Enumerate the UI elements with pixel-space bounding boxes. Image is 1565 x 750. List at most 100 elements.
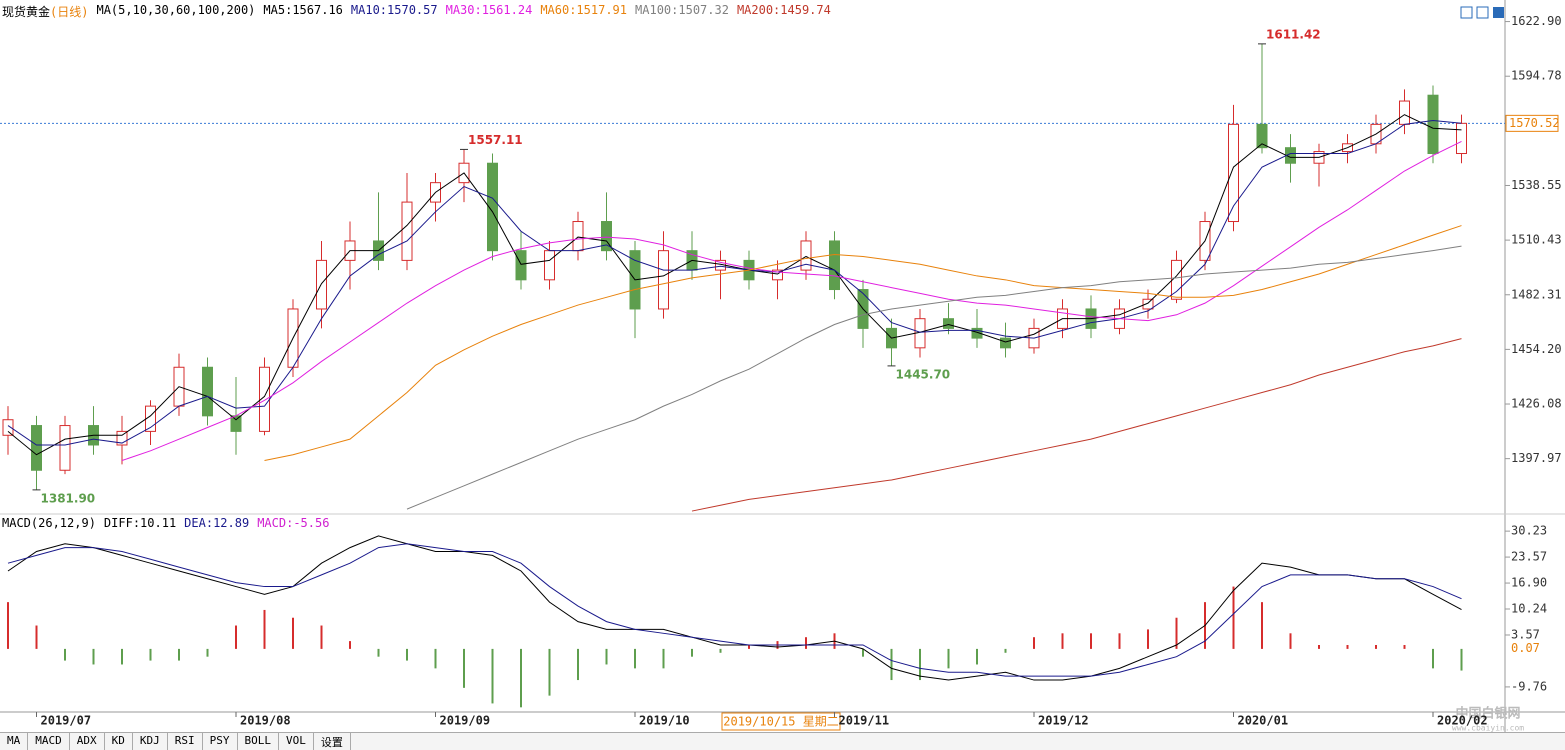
candle-body [1256, 123, 1268, 149]
candle-body [829, 240, 840, 291]
x-tick-label: 2019/10 [639, 714, 690, 728]
chart-period: (日线) [50, 5, 89, 19]
y-tick-label: 3.57 [1511, 627, 1540, 641]
legend-entry: MA30:1561.24 [445, 3, 533, 17]
x-tick-label: 2020/02 [1437, 714, 1488, 728]
ma-line [121, 140, 1462, 462]
candle-body [1142, 298, 1154, 310]
legend-entry: DIFF:10.11 [103, 516, 177, 530]
candle-body [1000, 337, 1011, 349]
title-group: 现货黄金(日线) [2, 3, 88, 20]
candle-body [202, 366, 213, 417]
cursor-label: 2019/10/15 星期二 [723, 715, 838, 729]
candle-body [1228, 123, 1239, 223]
ma-line [7, 119, 1462, 446]
candle-body [1456, 122, 1467, 155]
indicator: MA(5,10,30,60,100,200) [96, 3, 256, 17]
annotation: 1557.11 [468, 133, 523, 147]
candle-body [1171, 259, 1182, 300]
candle-body [401, 201, 413, 261]
tab[interactable]: RSI [168, 733, 203, 750]
candle-body [31, 425, 42, 471]
tab[interactable]: KDJ [133, 733, 168, 750]
candle-body [601, 221, 612, 252]
plot-bg [0, 0, 1505, 732]
candle-body [230, 415, 242, 432]
legend-entry: MA100:1507.32 [635, 3, 729, 17]
legend-entry: MA10:1570.57 [350, 3, 438, 17]
last-price-label: 1570.52 [1509, 116, 1560, 130]
y-tick-label: 10.24 [1511, 602, 1547, 616]
icon[interactable] [1476, 6, 1489, 19]
candle-body [971, 327, 983, 339]
y-tick-label: 1538.55 [1511, 178, 1562, 192]
ma-line [264, 225, 1462, 462]
tab-bar: MA MACD ADX KD KDJ RSI PSY BOLL VOL 设置 [0, 732, 1565, 750]
candle-body [572, 221, 584, 252]
y-tick-label: 1426.08 [1511, 397, 1562, 411]
candle-body [2, 419, 14, 436]
x-tick-label: 2019/08 [240, 714, 291, 728]
y-tick-label: -9.76 [1511, 679, 1547, 693]
y-tick-label: 1454.20 [1511, 342, 1562, 356]
tab[interactable]: KD [105, 733, 133, 750]
tab[interactable]: MACD [28, 733, 70, 750]
candle-body [943, 318, 954, 329]
y-tick-label: 16.90 [1511, 576, 1547, 590]
last-price-box [1505, 114, 1559, 132]
cursor-box [721, 712, 841, 731]
chart-title: 现货黄金 [2, 5, 51, 19]
y-tick-label: 1622.90 [1511, 14, 1562, 28]
tab[interactable]: BOLL [238, 733, 279, 750]
ma-line [691, 338, 1462, 512]
candle-body [59, 425, 71, 471]
legend-entry: DEA:12.89 [184, 516, 250, 530]
ma-line [7, 535, 1462, 681]
candle-body [1427, 94, 1439, 155]
legend-entry: MACD:-5.56 [257, 516, 330, 530]
marker-box [1506, 641, 1546, 656]
y-tick-label: 23.57 [1511, 550, 1547, 564]
candle-body [515, 250, 527, 281]
tab[interactable]: VOL [279, 733, 314, 750]
y-tick-label: 1482.31 [1511, 287, 1562, 301]
candle-body [544, 250, 555, 281]
x-tick-label: 2020/01 [1238, 714, 1289, 728]
x-tick-label: 2019/07 [41, 714, 92, 728]
tab[interactable]: MA [0, 733, 29, 750]
annotation: 1381.90 [41, 491, 96, 505]
y-tick-label: 1510.43 [1511, 233, 1562, 247]
icon[interactable] [1493, 7, 1504, 18]
legend-entry: MA200:1459.74 [736, 3, 831, 17]
legend-entry: MA60:1517.91 [540, 3, 628, 17]
y-tick-label: 1594.78 [1511, 69, 1562, 83]
x-tick-label: 2019/11 [839, 714, 890, 728]
candle-body [772, 269, 783, 281]
tab[interactable]: PSY [203, 733, 238, 750]
legend-entry: MA5:1567.16 [263, 3, 343, 17]
candle-body [116, 430, 128, 446]
candle-body [800, 240, 812, 271]
watermark: 中国白银网 [1455, 706, 1520, 722]
candle-body [658, 250, 669, 310]
annotation: 1611.42 [1266, 27, 1321, 41]
tab[interactable]: ADX [70, 733, 105, 750]
icon[interactable] [1460, 6, 1473, 19]
y-tick-label: 1397.97 [1511, 451, 1562, 465]
candle-body [1399, 100, 1410, 125]
marker-label: 0.07 [1511, 641, 1540, 655]
ma-line [406, 245, 1462, 510]
y-tick-label: 30.23 [1511, 524, 1547, 538]
tab[interactable]: 设置 [314, 733, 351, 750]
x-tick-label: 2019/09 [440, 714, 491, 728]
macd-legend: MACD(26,12,9) DIFF:10.11 DEA:12.89 MACD:-5.… [2, 516, 329, 530]
macd-title: MACD(26,12,9) [2, 516, 96, 530]
watermark-url: www.cbaiyin.com [1452, 724, 1524, 733]
candle-body [487, 162, 498, 252]
price-legend: 现货黄金(日线) MA(5,10,30,60,100,200) MA5:1567.1… [2, 3, 831, 20]
ma-line [7, 543, 1462, 677]
x-tick-label: 2019/12 [1038, 714, 1089, 728]
annotation: 1445.70 [896, 367, 951, 381]
